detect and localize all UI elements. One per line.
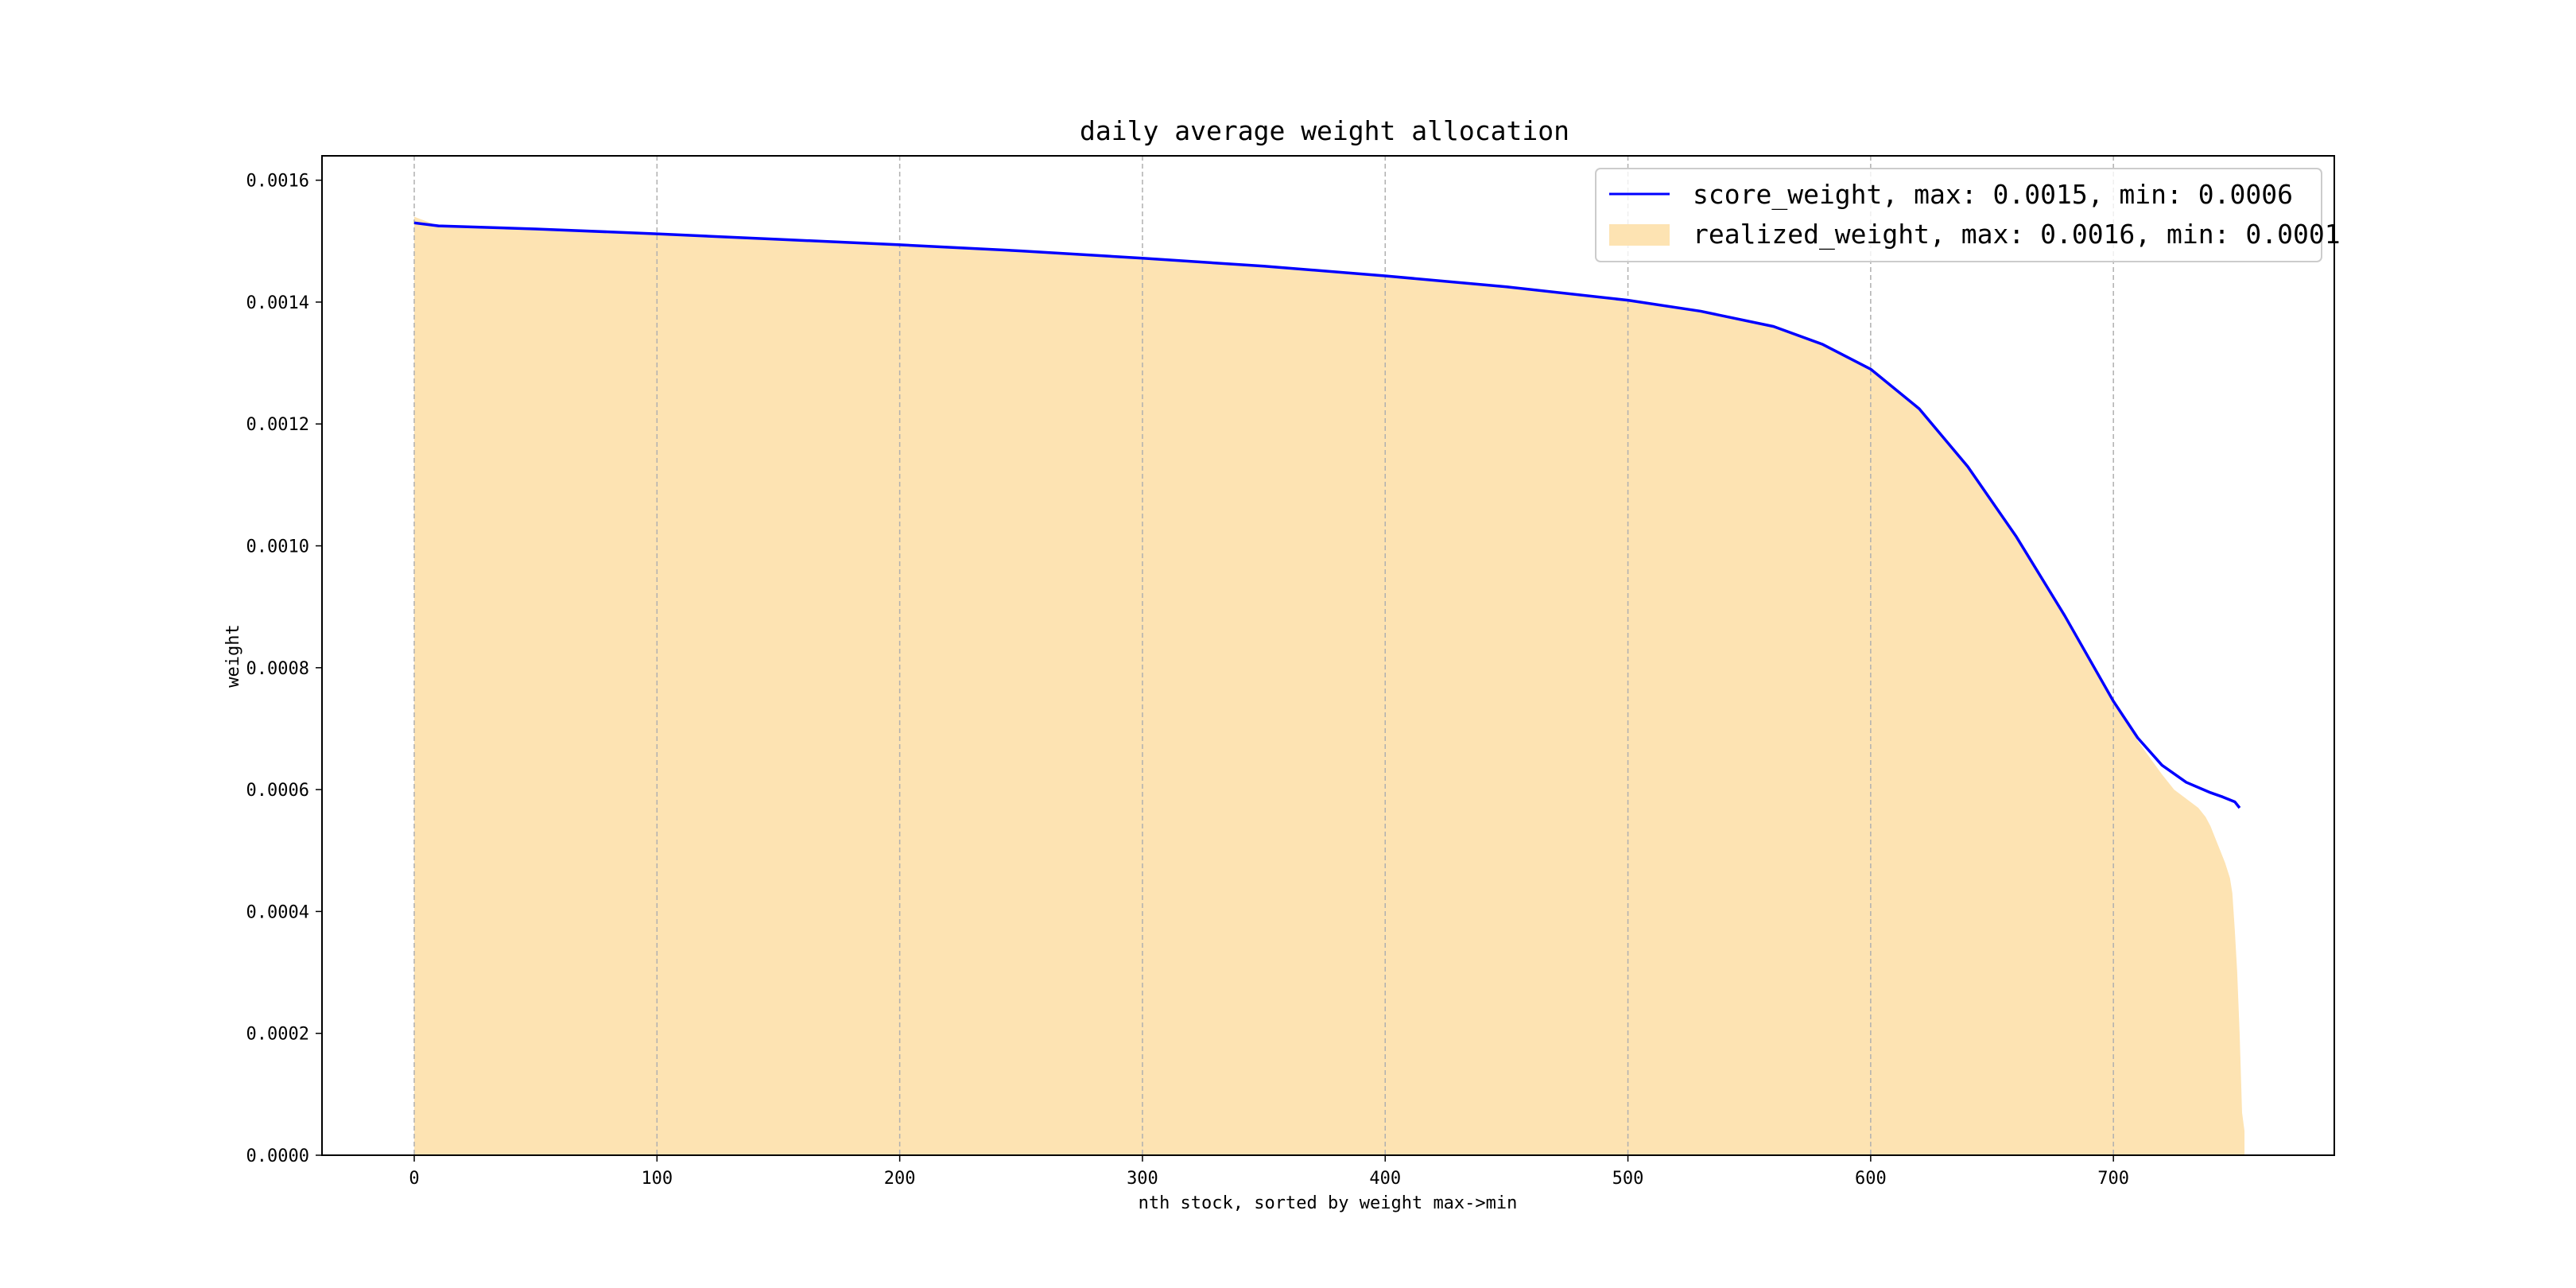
legend-swatch-realized-weight — [1609, 224, 1670, 246]
x-tick-label: 700 — [2097, 1169, 2129, 1189]
y-tick-label: 0.0014 — [246, 293, 309, 313]
legend: score_weight, max: 0.0015, min: 0.0006 r… — [1595, 168, 2341, 262]
y-tick-label: 0.0012 — [246, 415, 309, 435]
legend-box — [1595, 168, 2322, 262]
y-tick-label: 0.0008 — [246, 659, 309, 679]
plot-area — [413, 156, 2245, 1155]
legend-label-score-weight: score_weight, max: 0.0015, min: 0.0006 — [1693, 179, 2293, 211]
x-tick-label: 600 — [1855, 1169, 1887, 1189]
x-tick-label: 500 — [1612, 1169, 1644, 1189]
x-tick-label: 0 — [409, 1169, 419, 1189]
x-tick-label: 400 — [1369, 1169, 1401, 1189]
y-tick-label: 0.0010 — [246, 537, 309, 557]
chart-title: daily average weight allocation — [1080, 115, 1569, 146]
x-tick-label: 100 — [641, 1169, 673, 1189]
series-score-weight-line — [413, 221, 2241, 809]
axes-frame — [321, 155, 2335, 1156]
y-tick-label: 0.0004 — [246, 902, 309, 922]
y-tick-label: 0.0016 — [246, 172, 309, 192]
x-tick-label: 300 — [1127, 1169, 1158, 1189]
y-tick-label: 0.0000 — [246, 1146, 309, 1166]
series-realized-weight-area — [414, 216, 2245, 1155]
y-axis-label: weight — [223, 624, 243, 687]
x-tick-label: 200 — [884, 1169, 916, 1189]
x-axis-label: nth stock, sorted by weight max->min — [1139, 1193, 1518, 1213]
y-tick-label: 0.0006 — [246, 781, 309, 801]
y-tick-label: 0.0002 — [246, 1025, 309, 1045]
legend-label-realized-weight: realized_weight, max: 0.0016, min: 0.000… — [1693, 219, 2341, 250]
